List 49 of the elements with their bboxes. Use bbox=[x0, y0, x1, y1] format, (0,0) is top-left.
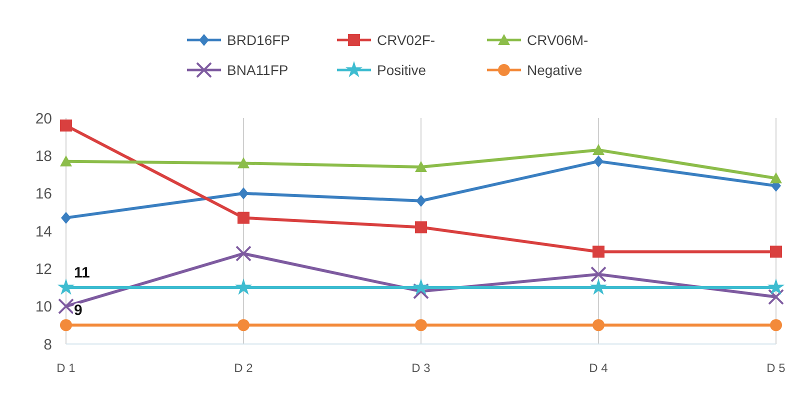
point bbox=[594, 155, 604, 168]
point bbox=[413, 283, 429, 300]
x-tick-label: D 4 bbox=[589, 361, 608, 375]
point bbox=[770, 172, 782, 184]
legend-label: BRD16FP bbox=[227, 32, 290, 48]
y-tick-label: 12 bbox=[35, 260, 52, 278]
y-tick-label: 8 bbox=[44, 336, 52, 354]
point bbox=[236, 246, 252, 262]
legend-label: BNA11FP bbox=[227, 62, 288, 78]
point bbox=[60, 120, 72, 132]
point bbox=[60, 319, 72, 332]
point bbox=[590, 278, 608, 295]
legend-label: Positive bbox=[377, 62, 426, 78]
point bbox=[770, 246, 782, 258]
point bbox=[416, 194, 426, 207]
x-tick-label: D 3 bbox=[412, 361, 431, 375]
x-tick-label: D 2 bbox=[234, 361, 254, 375]
point bbox=[238, 212, 250, 224]
point bbox=[415, 160, 427, 172]
point bbox=[238, 187, 248, 200]
point bbox=[768, 288, 784, 305]
y-tick-label: 20 bbox=[35, 110, 52, 128]
data-label: 9 bbox=[74, 302, 82, 320]
y-tick-label: 16 bbox=[35, 186, 52, 203]
data-label: 11 bbox=[74, 264, 90, 282]
point bbox=[592, 144, 604, 156]
point bbox=[238, 319, 250, 332]
point bbox=[592, 319, 604, 332]
point bbox=[770, 319, 782, 332]
point bbox=[415, 221, 427, 234]
point bbox=[590, 266, 606, 282]
point bbox=[415, 319, 427, 332]
point bbox=[238, 157, 250, 168]
y-tick-label: 14 bbox=[35, 223, 52, 240]
legend-label: Negative bbox=[527, 62, 582, 78]
point bbox=[60, 155, 72, 166]
point bbox=[234, 278, 252, 295]
legend-label: CRV02F- bbox=[377, 32, 436, 48]
point bbox=[592, 246, 604, 258]
x-tick-label: D 5 bbox=[766, 361, 786, 375]
y-tick-label: 18 bbox=[35, 148, 52, 165]
point bbox=[57, 278, 75, 295]
y-tick-label: 10 bbox=[35, 298, 52, 316]
point bbox=[412, 278, 430, 295]
point bbox=[61, 212, 71, 224]
point bbox=[767, 278, 785, 295]
legend-label: CRV06M- bbox=[527, 32, 589, 48]
x-tick-label: D 1 bbox=[56, 361, 76, 375]
point bbox=[58, 298, 74, 314]
